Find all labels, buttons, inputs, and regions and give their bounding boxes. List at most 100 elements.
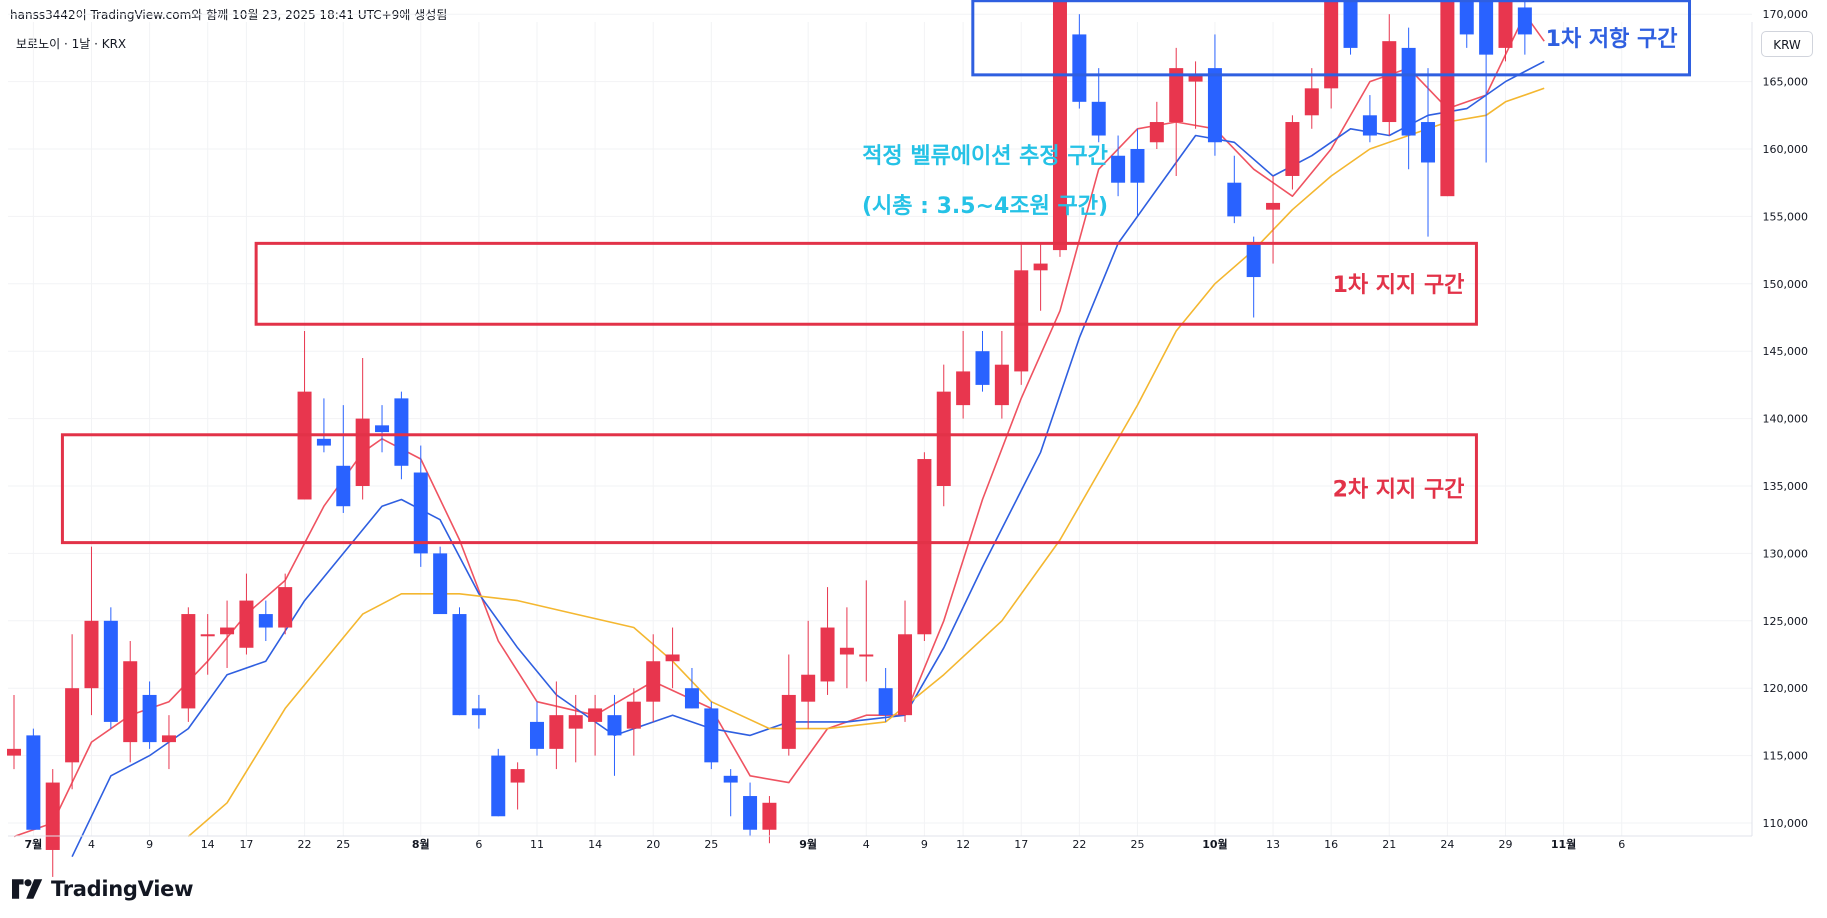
candle-body (588, 708, 603, 722)
candle-body (394, 398, 409, 466)
resistance-1-label: 1차 저항 구간 (1546, 27, 1678, 52)
candle (1130, 128, 1145, 217)
candle-body (1227, 182, 1242, 217)
candle-body (103, 620, 118, 722)
candle-body (956, 371, 971, 406)
zones: 1차 저항 구간 1차 지지 구간 2차 지지 구간 (60, 0, 1692, 545)
candle (878, 667, 893, 722)
candle-body (1362, 115, 1377, 136)
candle (239, 573, 254, 655)
candle-body (1130, 149, 1145, 183)
candle-body (665, 654, 680, 662)
price-tick-label: 135,000 (1763, 480, 1809, 493)
date-tick-label: 12 (956, 838, 970, 851)
candle (1111, 135, 1126, 197)
candle (898, 600, 913, 722)
candle (820, 587, 835, 695)
candle (743, 782, 758, 837)
date-tick-label: 14 (201, 838, 215, 851)
candle-body (549, 715, 564, 749)
candle (7, 694, 21, 770)
candle (588, 694, 603, 756)
candle (529, 701, 544, 756)
date-tick-label: 6 (475, 838, 482, 851)
candle (1324, 0, 1339, 109)
candle-body (781, 694, 796, 749)
candle (665, 627, 680, 689)
brand-name: TradingView (51, 877, 194, 901)
candle-body (1517, 7, 1532, 35)
candle (1149, 101, 1164, 149)
candle-body (1091, 101, 1106, 136)
candle (917, 452, 932, 642)
candle-body (258, 614, 273, 628)
date-tick-label: 4 (863, 838, 870, 851)
candle-body (1479, 0, 1494, 55)
candle (355, 357, 370, 500)
symbol-info[interactable]: 보로노이 · 1날 · KRX (16, 37, 127, 51)
candle (1169, 47, 1184, 176)
candle-body (646, 661, 661, 702)
price-tick-label: 150,000 (1763, 278, 1809, 291)
price-tick-label: 155,000 (1763, 210, 1809, 223)
candle (1052, 0, 1067, 257)
candle-body (1188, 74, 1203, 82)
candle (297, 330, 312, 500)
candle-body (878, 688, 893, 716)
candle-body (568, 715, 583, 729)
candle-body (355, 418, 370, 486)
candle (258, 600, 273, 642)
date-tick-label: 9 (146, 838, 153, 851)
candle-body (820, 627, 835, 682)
currency-button[interactable]: KRW (1761, 31, 1813, 57)
candle-body (1266, 202, 1281, 210)
candle-body (316, 438, 331, 446)
date-tick-label: 17 (239, 838, 253, 851)
candle (452, 607, 467, 716)
candle-body (762, 802, 777, 830)
candle (375, 405, 390, 453)
candle (1188, 61, 1203, 129)
candle (1421, 68, 1436, 237)
candle (1091, 68, 1106, 143)
candle-body (220, 627, 235, 635)
tradingview-logo[interactable]: TradingView (12, 876, 193, 902)
candle-body (239, 600, 254, 648)
candle-body (1440, 0, 1455, 197)
candle (1479, 0, 1494, 163)
candle-body (1246, 243, 1261, 278)
candle-body (1498, 0, 1513, 48)
candle (1362, 95, 1377, 143)
candle (994, 330, 1009, 419)
candle-body (181, 614, 196, 709)
candle-body (200, 634, 215, 637)
support-1-label: 1차 지지 구간 (1333, 273, 1465, 298)
tradingview-mark-icon (12, 879, 43, 899)
candle-body (26, 735, 41, 830)
date-tick-label: 25 (1130, 838, 1144, 851)
candle-body (626, 701, 641, 729)
candle-body (1343, 0, 1358, 48)
candle (1227, 155, 1242, 224)
date-tick-label: 8월 (412, 837, 430, 851)
price-tick-label: 115,000 (1763, 750, 1809, 763)
price-tick-label: 160,000 (1763, 143, 1809, 156)
candle-body (859, 654, 874, 657)
candle (723, 769, 738, 817)
candle-body (375, 425, 390, 433)
ma-long-line (187, 87, 1545, 838)
date-tick-label: 11월 (1551, 837, 1576, 851)
candle (1033, 243, 1048, 311)
candle (607, 694, 622, 776)
candle (762, 796, 777, 844)
date-tick-label: 9월 (799, 837, 817, 851)
valuation-annotation-title: 적정 벨류에이션 추정 구간 (862, 144, 1108, 169)
date-tick-label: 10월 (1202, 837, 1227, 851)
candle-body (1324, 0, 1339, 89)
candle (45, 769, 60, 877)
candle-body (1033, 263, 1048, 271)
candle (181, 607, 196, 722)
price-tick-label: 110,000 (1763, 817, 1809, 830)
candle (336, 405, 351, 513)
